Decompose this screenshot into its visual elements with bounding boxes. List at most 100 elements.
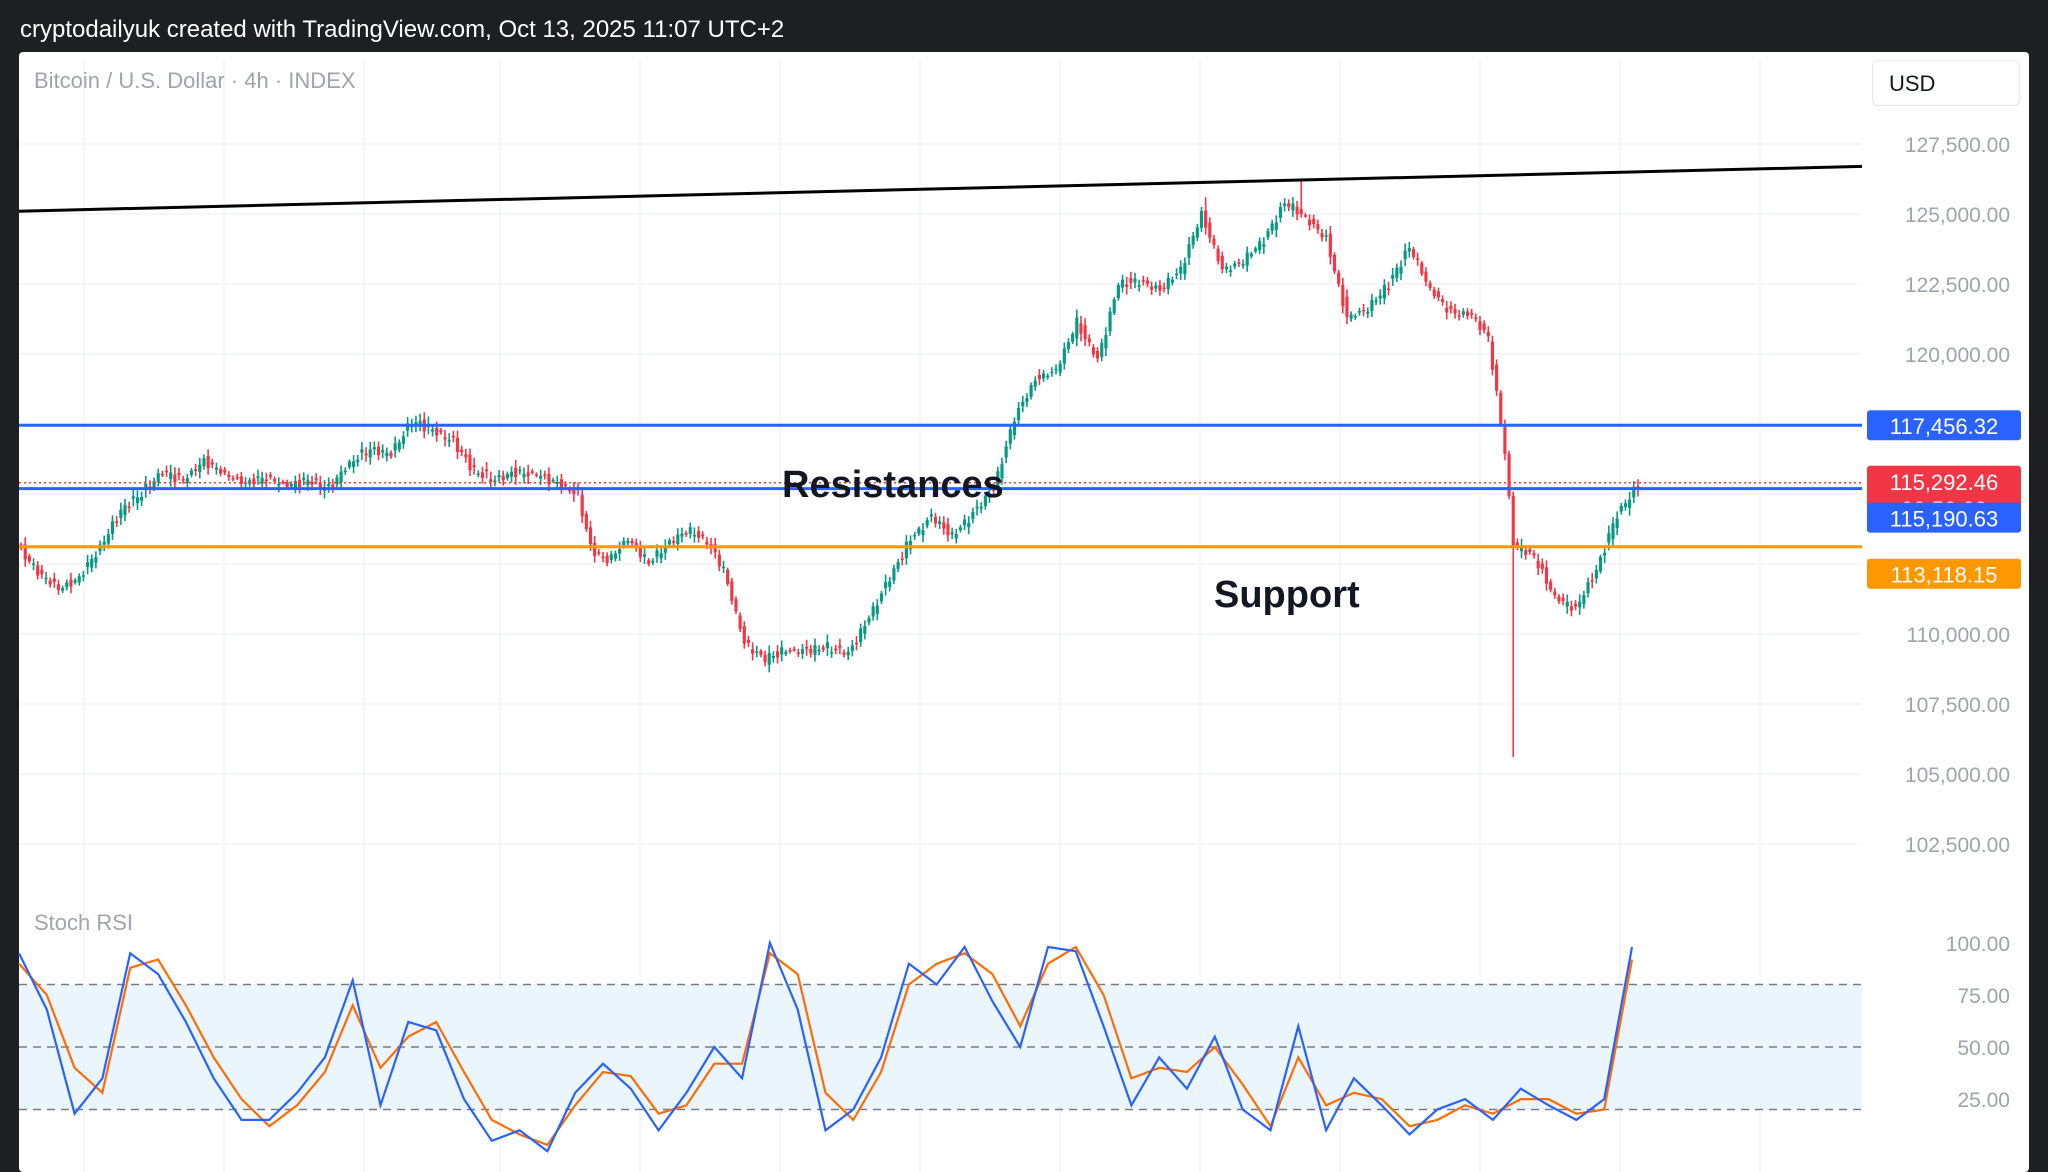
candle-body [1021,401,1025,407]
candle-body [264,479,268,482]
candle-body [555,481,559,484]
candle-body [1590,579,1594,582]
stoch-tick-label: 25.00 [1957,1089,2010,1112]
candle-body [273,478,277,482]
candle-body [480,472,485,478]
candle-body [1524,550,1528,555]
candle-body [327,484,331,487]
candle-body [1179,266,1183,274]
candle-body [1120,279,1125,288]
candle-body [90,558,94,568]
candle-body [1445,307,1449,313]
candle-body [173,474,177,482]
candle-body [376,446,381,456]
currency-selector[interactable]: USD [1872,60,2020,106]
candle-body [140,497,144,501]
candle-body [805,646,809,649]
candle-body [1569,606,1573,611]
candle-body [164,470,169,473]
badge-resistance-lower-bg [1867,502,2021,533]
candle-body [1071,334,1075,342]
candle-body [1037,374,1041,380]
candle-body [48,580,52,585]
candle-body [381,450,385,453]
candle-body [44,577,48,580]
candle-body [763,654,767,663]
candle-body [1424,271,1428,282]
candle-body [667,540,672,545]
candle-body [605,555,609,564]
candle-body [1453,308,1457,314]
candle-body [1544,567,1549,584]
candle-body [987,494,992,498]
stoch-k-line [18,939,1634,1153]
candle-body [102,542,106,545]
candle-body [609,554,613,560]
candle-body [1087,338,1091,343]
candle-body [684,533,688,535]
y-tick-label: 127,500.00 [1905,134,2010,157]
candle-body [389,452,393,457]
candle-body [1474,317,1478,320]
candle-body [289,483,293,487]
candle-body [559,479,563,489]
candle-body [1033,380,1037,387]
candle-body [701,534,705,537]
candle-body [705,541,709,545]
candle-body [1411,248,1416,258]
candle-body [252,478,256,485]
candle-body [1000,464,1004,479]
candle-body [1332,254,1337,272]
candle-body [239,476,243,484]
candle-body [593,542,597,556]
candle-body [227,474,231,478]
candle-body [385,452,389,457]
candle-body [260,477,264,484]
stoch-band [19,984,1862,1110]
candle-body [439,430,443,433]
candle-body [1337,272,1341,285]
candle-body [347,461,352,468]
candle-body [942,522,946,529]
candle-body [372,447,376,450]
candle-body [1615,518,1619,529]
candle-body [56,584,61,591]
candle-body [967,523,971,528]
candle-body [131,496,135,499]
candle-body [119,509,123,518]
candle-body [364,453,368,456]
candle-body [177,472,181,476]
candle-body [1307,219,1312,226]
candle-body [1395,267,1399,278]
candle-body [156,473,160,483]
candle-body [1449,305,1453,309]
candle-body [406,423,410,431]
candle-body [800,649,805,654]
candle-body [1229,270,1233,272]
candle-body [52,578,56,582]
candle-body [1041,373,1046,379]
candle-body [451,435,455,438]
candle-body [1362,309,1366,312]
candle-body [1345,296,1349,317]
candle-body [1486,331,1490,337]
candle-body [1511,495,1515,548]
candle-body [1499,392,1503,425]
candle-body [580,494,584,517]
candle-body [1187,244,1191,258]
candle-body [896,562,900,569]
candle-body [950,532,954,535]
candle-body [1536,560,1540,569]
candle-body [1100,343,1104,357]
candle-body [1224,266,1229,270]
candle-body [534,474,539,476]
candle-body [842,652,846,655]
candle-body [1008,429,1012,444]
candle-body [913,535,917,537]
candle-body [809,649,813,654]
candle-body [460,449,464,453]
candle-body [1503,425,1507,454]
candle-body [1320,233,1324,238]
candle-body [435,427,439,436]
